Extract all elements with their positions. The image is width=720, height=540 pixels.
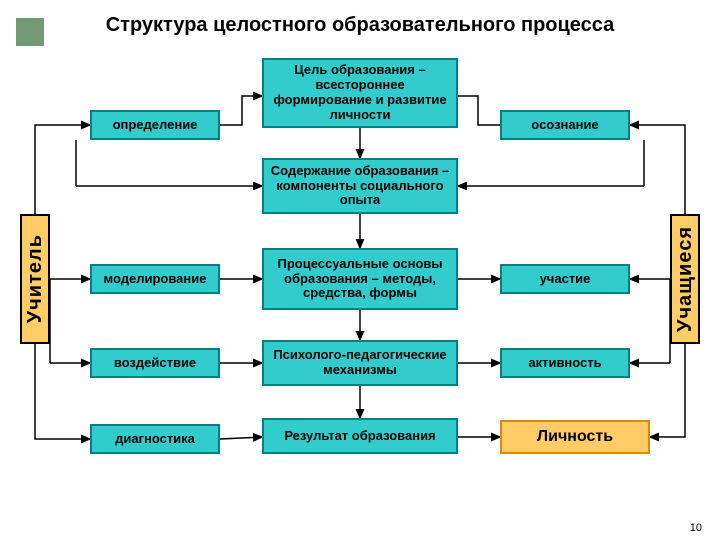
center-box-content: Содержание образования – компоненты соци… (262, 158, 458, 214)
center-box-psych: Психолого-педагогические механизмы (262, 340, 458, 386)
teacher-label: Учитель (20, 214, 50, 344)
center-box-goal: Цель образования – всестороннее формиров… (262, 58, 458, 128)
left-box-diag: диагностика (90, 424, 220, 454)
teacher-label-text: Учитель (24, 234, 47, 323)
center-box-result: Результат образования (262, 418, 458, 454)
right-box-aware: осознание (500, 110, 630, 140)
left-box-impact: воздействие (90, 348, 220, 378)
right-box-person: Личность (500, 420, 650, 454)
right-box-partic: участие (500, 264, 630, 294)
center-box-process: Процессуальные основы образования – мето… (262, 248, 458, 310)
students-label: Учащиеся (670, 214, 700, 344)
left-box-model: моделирование (90, 264, 220, 294)
students-label-text: Учащиеся (674, 226, 697, 332)
left-box-def: определение (90, 110, 220, 140)
right-box-active: активность (500, 348, 630, 378)
